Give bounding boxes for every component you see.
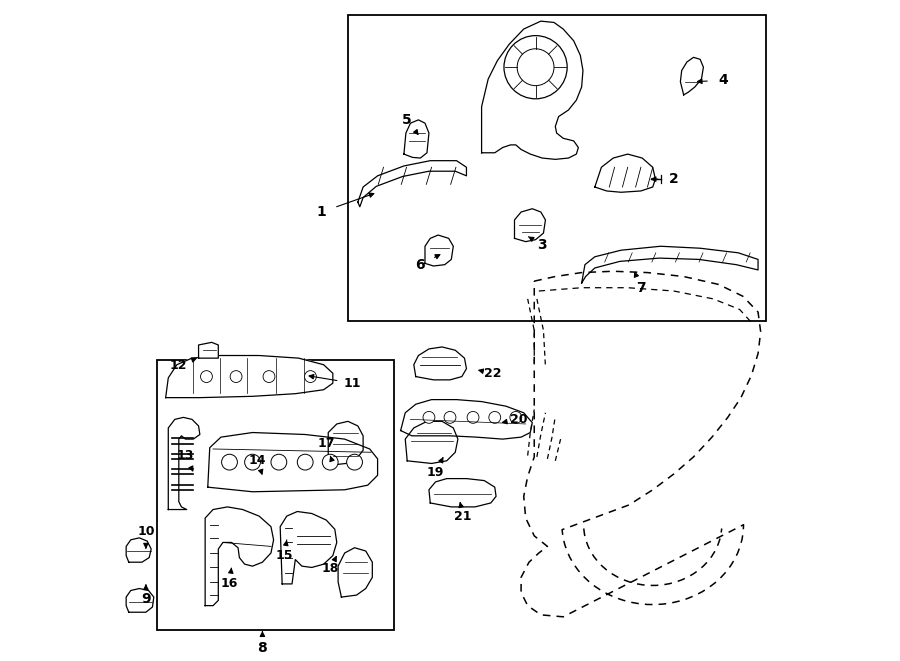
Polygon shape <box>168 417 200 510</box>
Polygon shape <box>208 432 378 492</box>
Text: 1: 1 <box>317 205 327 219</box>
Polygon shape <box>414 347 466 380</box>
Circle shape <box>221 454 238 470</box>
Text: 15: 15 <box>275 549 292 562</box>
Circle shape <box>322 454 338 470</box>
Circle shape <box>263 371 274 383</box>
Polygon shape <box>205 507 274 605</box>
Text: 18: 18 <box>321 563 339 575</box>
Circle shape <box>230 371 242 383</box>
Text: 8: 8 <box>257 641 267 655</box>
Text: 7: 7 <box>636 281 645 295</box>
Circle shape <box>423 411 435 423</box>
Text: 21: 21 <box>454 510 472 523</box>
Polygon shape <box>515 209 545 242</box>
Polygon shape <box>126 588 154 612</box>
Circle shape <box>504 36 567 98</box>
Circle shape <box>444 411 456 423</box>
Circle shape <box>297 454 313 470</box>
Polygon shape <box>425 235 454 266</box>
Polygon shape <box>680 58 704 95</box>
Circle shape <box>467 411 479 423</box>
Text: 6: 6 <box>416 258 425 272</box>
Text: 10: 10 <box>137 525 155 538</box>
Polygon shape <box>199 342 219 358</box>
Text: 20: 20 <box>510 413 528 426</box>
Text: 11: 11 <box>344 377 361 389</box>
Text: 2: 2 <box>669 172 679 186</box>
Polygon shape <box>429 479 496 507</box>
Circle shape <box>518 49 554 86</box>
Bar <box>158 360 394 630</box>
Polygon shape <box>328 421 363 465</box>
Text: 19: 19 <box>427 465 445 479</box>
Text: 16: 16 <box>220 578 238 590</box>
Polygon shape <box>338 548 373 597</box>
Circle shape <box>271 454 287 470</box>
Circle shape <box>304 371 317 383</box>
Text: 5: 5 <box>402 113 412 127</box>
Polygon shape <box>400 400 532 439</box>
Circle shape <box>245 454 260 470</box>
Text: 12: 12 <box>170 359 187 372</box>
Polygon shape <box>358 161 466 207</box>
Text: 13: 13 <box>176 449 194 462</box>
Polygon shape <box>595 154 655 192</box>
Text: 14: 14 <box>249 454 266 467</box>
Polygon shape <box>405 421 458 463</box>
Text: 17: 17 <box>318 437 335 450</box>
Text: 4: 4 <box>718 73 728 87</box>
Circle shape <box>346 454 363 470</box>
Circle shape <box>489 411 500 423</box>
Text: 9: 9 <box>141 592 150 606</box>
Polygon shape <box>280 512 337 584</box>
Circle shape <box>510 411 522 423</box>
Text: 3: 3 <box>537 238 547 252</box>
Polygon shape <box>126 538 151 563</box>
Bar <box>348 15 766 321</box>
Polygon shape <box>581 247 758 283</box>
Circle shape <box>201 371 212 383</box>
Polygon shape <box>166 356 333 398</box>
Polygon shape <box>482 21 583 159</box>
Text: 22: 22 <box>484 367 501 380</box>
Polygon shape <box>404 120 429 158</box>
